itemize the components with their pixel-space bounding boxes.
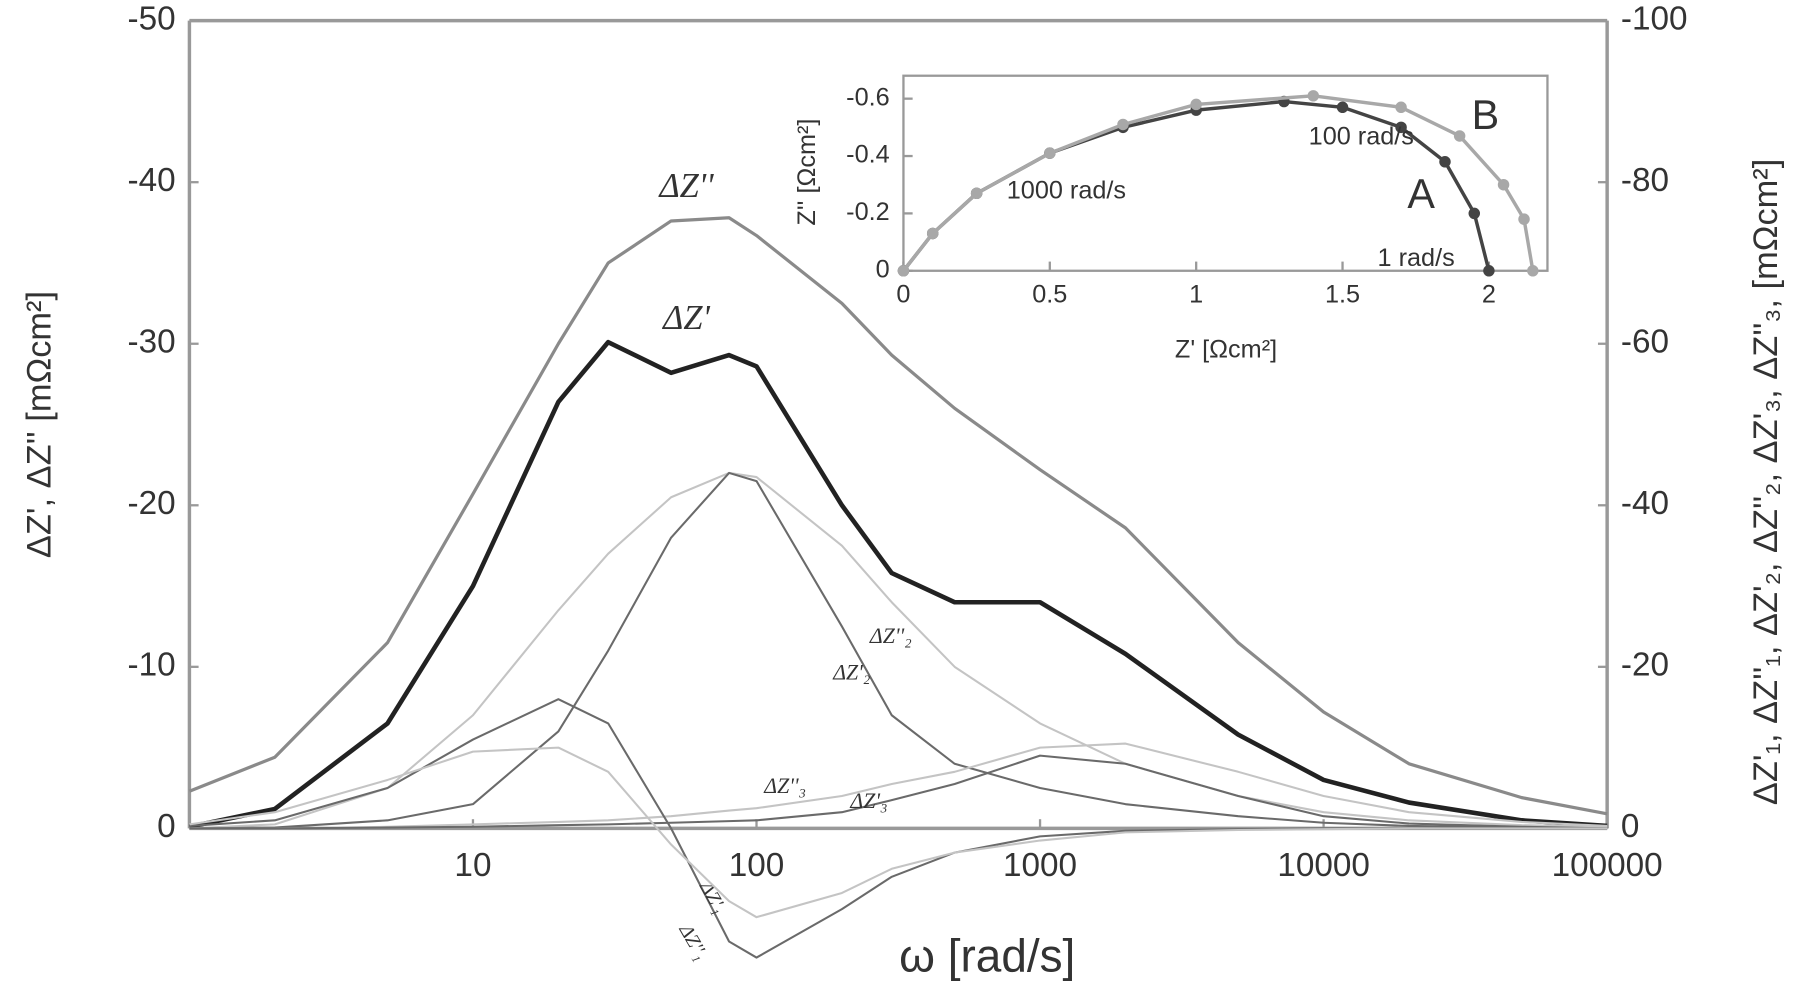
x-tick-label: 1.5 [1325, 281, 1360, 309]
series-label: ΔZ'' [657, 167, 714, 205]
x-tick-label: 2 [1482, 281, 1496, 309]
y-tick-label: 0 [157, 808, 176, 845]
y-tick-label: -0.2 [846, 198, 889, 226]
point [1468, 207, 1481, 220]
series-label: ΔZ''₂ [869, 624, 912, 648]
point [1190, 98, 1202, 111]
annotation: B [1472, 92, 1500, 138]
annotation: 1 rad/s [1378, 244, 1455, 272]
point [1336, 101, 1349, 114]
y2-tick-label: -80 [1621, 162, 1669, 199]
y2-tick-label: -100 [1621, 0, 1688, 37]
point [1527, 265, 1539, 277]
series-label: ΔZ''₃ [763, 774, 806, 798]
point [1044, 147, 1056, 159]
x-tick-label: 0 [896, 281, 910, 309]
y-axis-label: ΔZ', ΔZ'' [mΩcm²] [20, 291, 58, 558]
x-tick-label: 100000 [1552, 847, 1663, 884]
y2-tick-label: -60 [1621, 324, 1669, 361]
point [1117, 118, 1129, 131]
series-line [188, 216, 1608, 816]
point [897, 265, 910, 277]
x-tick-label: 1000 [1003, 847, 1077, 884]
point [1497, 178, 1510, 191]
point [970, 187, 983, 200]
y-tick-label: -0.4 [846, 141, 889, 169]
x-tick-label: 10 [454, 847, 491, 884]
series-line [188, 339, 1608, 830]
y-axis-label: Z'' [Ωcm²] [793, 119, 821, 226]
annotation: 1000 rad/s [1007, 176, 1126, 204]
series-line [189, 471, 1608, 830]
y-tick-label: -40 [128, 162, 176, 199]
y-tick-label: -50 [128, 0, 176, 37]
y2-tick-label: -40 [1621, 485, 1669, 522]
x-tick-label: 1 [1189, 281, 1203, 309]
y-tick-label: -0.6 [846, 83, 889, 111]
x-tick-label: 100 [729, 847, 785, 884]
series-label: ΔZ' [661, 299, 710, 337]
y-tick-label: -30 [128, 324, 176, 361]
y-tick-label: -20 [128, 485, 176, 522]
y2-tick-label: 0 [1621, 808, 1640, 845]
x-axis-label: ω [rad/s] [899, 929, 1075, 981]
point [1453, 130, 1466, 142]
series-line [902, 94, 1535, 272]
y2-axis-label: ΔZ'₁, ΔZ''₁, ΔZ'₂, ΔZ''₂, ΔZ'₃, ΔZ''₃, [… [1747, 159, 1785, 805]
series-label: ΔZ'₂ [832, 661, 871, 685]
point [926, 227, 939, 240]
point [1483, 265, 1495, 277]
series-line [189, 742, 1608, 830]
series-label: ΔZ''₁ [674, 920, 711, 964]
point [1395, 121, 1407, 134]
series-line [189, 754, 1608, 830]
y2-tick-label: -20 [1621, 647, 1669, 684]
point [1307, 90, 1320, 102]
series-line [189, 746, 1608, 919]
series-label: ΔZ'₃ [849, 789, 887, 813]
x-axis-label: Z' [Ωcm²] [1175, 336, 1277, 364]
point [1395, 101, 1407, 114]
point [1518, 213, 1530, 225]
y-tick-label: 0 [876, 255, 890, 283]
y-tick-label: -10 [128, 647, 176, 684]
series-line [189, 471, 1608, 830]
annotation: A [1407, 171, 1435, 217]
point [1439, 156, 1451, 168]
x-tick-label: 10000 [1277, 847, 1370, 884]
annotation: 100 rad/s [1309, 122, 1414, 150]
x-tick-label: 0.5 [1032, 281, 1067, 309]
